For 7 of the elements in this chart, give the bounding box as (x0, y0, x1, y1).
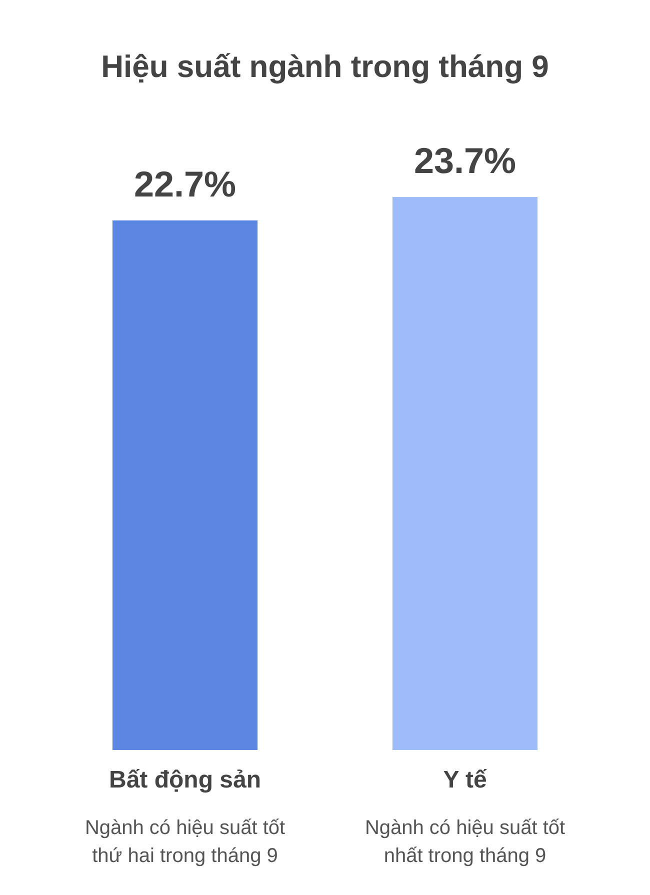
x-tick-label: Y tế (443, 766, 488, 794)
x-tick-label: Bất động sản (108, 766, 262, 794)
chart-title: Hiệu suất ngành trong tháng 9 (101, 49, 549, 84)
data-label: 22.7% (134, 163, 236, 204)
data-label: 23.7% (414, 140, 516, 181)
text: Ngành có hiệu suất tốt thứ hai trong tháng 9 (84, 817, 286, 867)
text: Ngành có hiệu suất tốt nhất trong tháng 9 (364, 817, 566, 867)
